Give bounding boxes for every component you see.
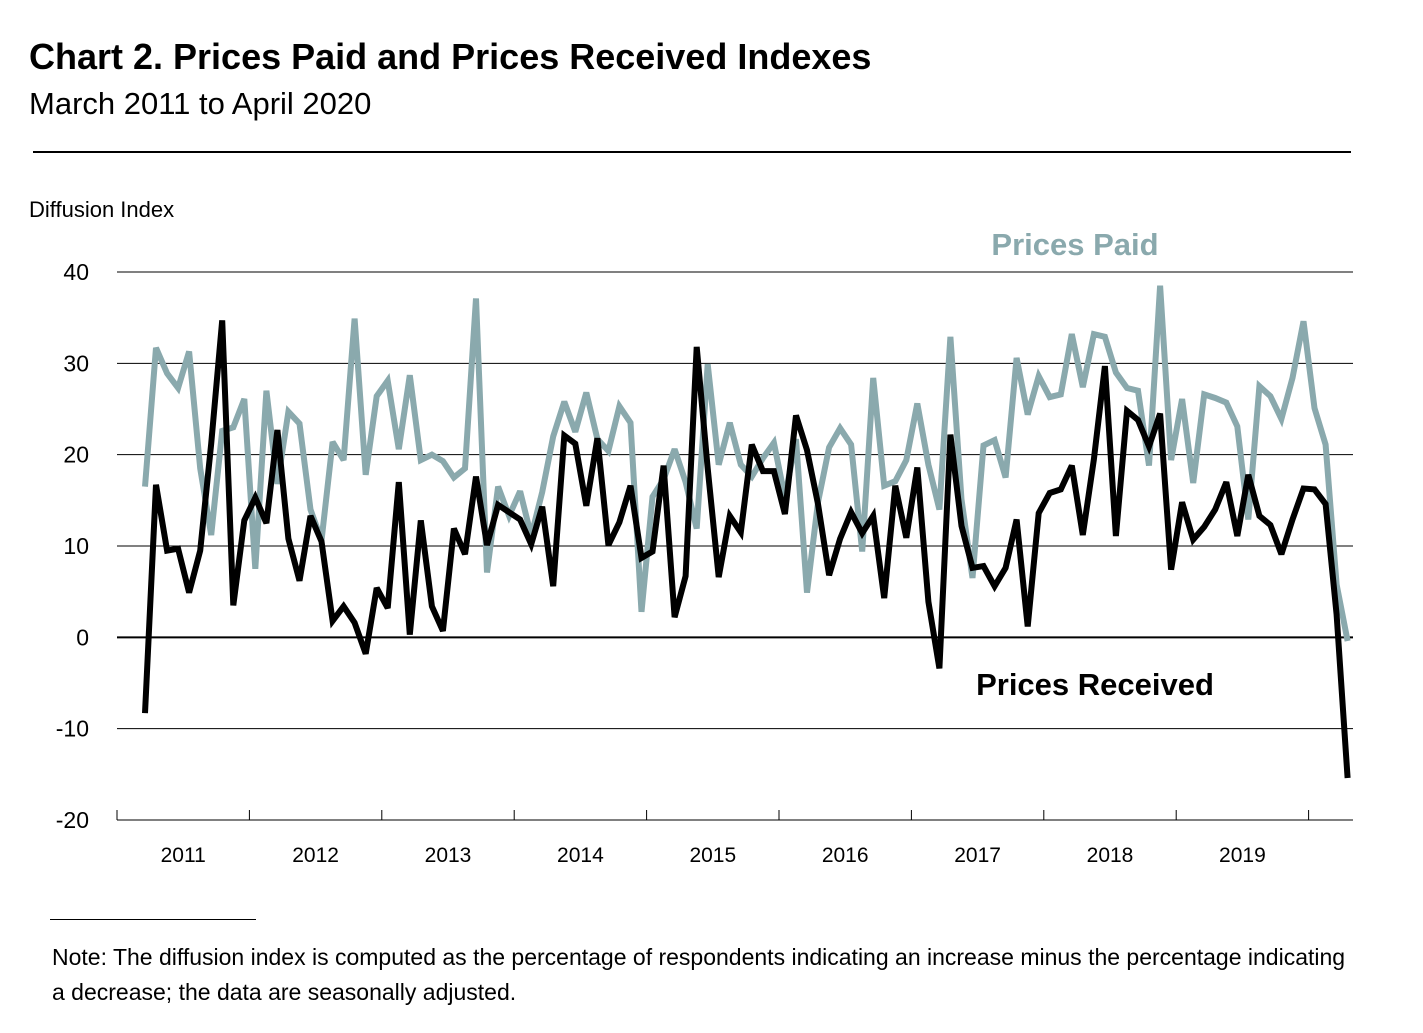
- y-tick-label: -20: [56, 807, 89, 833]
- y-axis-label: Diffusion Index: [29, 197, 174, 222]
- x-tick-label: 2015: [689, 844, 736, 867]
- series-label-prices-received: Prices Received: [976, 667, 1214, 702]
- footnote-divider: [50, 919, 256, 920]
- series-line-prices-received: [142, 320, 1351, 779]
- x-tick-label: 2019: [1219, 844, 1266, 867]
- title-divider: [33, 151, 1351, 153]
- chart-title: Chart 2. Prices Paid and Prices Received…: [29, 36, 872, 77]
- x-tick-labels: 2011 2012 2013 2014 2015 2016 2017 2018 2019: [161, 844, 1266, 867]
- series-lines: [142, 285, 1351, 779]
- y-tick-label: 40: [63, 259, 89, 285]
- footnote: Note: The diffusion index is computed as…: [52, 944, 1346, 1005]
- x-tick-label: 2018: [1087, 844, 1134, 867]
- chart-subtitle: March 2011 to April 2020: [29, 86, 372, 121]
- gridlines: [117, 271, 1353, 730]
- y-tick-label: -10: [56, 716, 89, 742]
- x-axis: [116, 810, 1353, 821]
- x-tick-label: 2016: [822, 844, 869, 867]
- y-tick-label: 0: [76, 624, 89, 650]
- series-label-prices-paid: Prices Paid: [991, 227, 1158, 262]
- x-tick-label: 2012: [292, 844, 339, 867]
- x-tick-label: 2014: [557, 844, 604, 867]
- x-tick-label: 2013: [425, 844, 472, 867]
- x-tick-label: 2017: [954, 844, 1001, 867]
- x-tick-label: 2011: [161, 844, 206, 867]
- y-tick-label: 10: [63, 533, 89, 559]
- y-tick-label: 30: [63, 350, 89, 376]
- y-tick-label: 20: [63, 442, 89, 468]
- y-tick-labels: 40 30 20 10 0 -10 -20: [56, 259, 89, 833]
- line-chart: Diffusion Index 40 30 20 10 0 -10 -20 2011 2012…: [29, 197, 1353, 867]
